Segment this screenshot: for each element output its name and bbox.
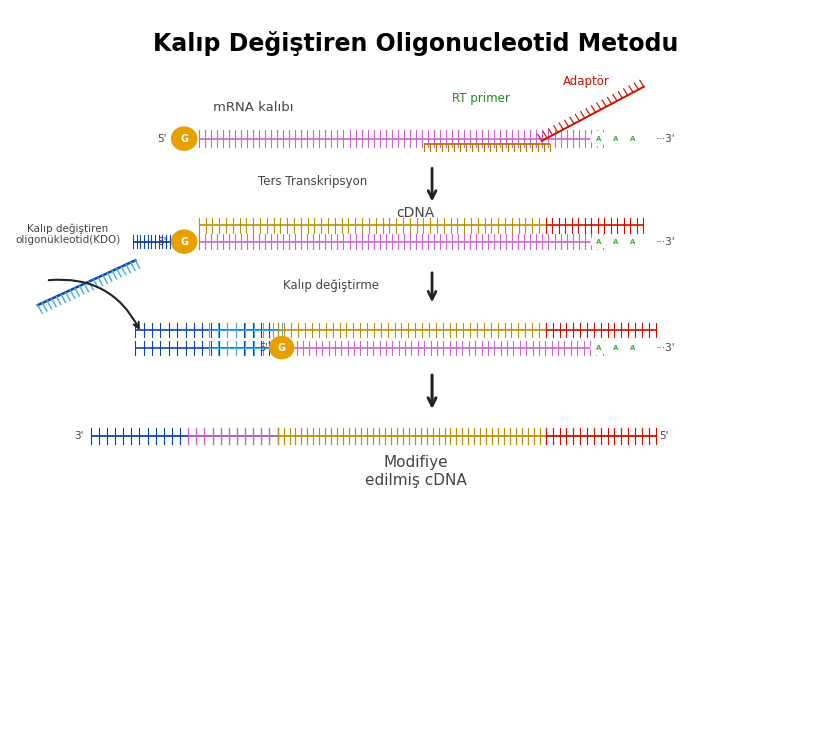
Text: A: A [613, 344, 619, 350]
Circle shape [592, 235, 606, 248]
Text: ···3': ···3' [656, 237, 675, 247]
Text: A: A [630, 238, 636, 244]
Text: A: A [596, 344, 601, 350]
Text: A: A [613, 238, 619, 244]
Text: Ters Transkripsyon: Ters Transkripsyon [257, 175, 367, 189]
Circle shape [608, 341, 624, 354]
Circle shape [625, 132, 640, 145]
Circle shape [172, 230, 196, 253]
Text: mRNA kalıbı: mRNA kalıbı [213, 101, 294, 114]
Text: ···3': ···3' [656, 343, 675, 353]
Text: Modifiye
edilmiş cDNA: Modifiye edilmiş cDNA [365, 456, 467, 488]
Circle shape [625, 235, 640, 248]
Text: 5': 5' [157, 134, 167, 144]
Text: 5': 5' [660, 431, 669, 441]
Circle shape [172, 127, 196, 150]
Circle shape [608, 132, 624, 145]
Text: cDNA: cDNA [397, 205, 435, 220]
Text: A: A [630, 344, 636, 350]
Text: 5': 5' [259, 343, 268, 353]
Text: 3': 3' [74, 431, 84, 441]
Text: RT primer: RT primer [452, 92, 510, 105]
Text: G: G [278, 343, 285, 353]
Circle shape [270, 337, 294, 359]
Text: A: A [596, 135, 601, 141]
Circle shape [625, 341, 640, 354]
Text: 5': 5' [157, 237, 167, 247]
Text: Kalıp Değiştiren Oligonucleotid Metodu: Kalıp Değiştiren Oligonucleotid Metodu [153, 31, 678, 56]
Text: G: G [180, 134, 188, 144]
Text: ···3': ···3' [656, 134, 675, 144]
Circle shape [592, 341, 606, 354]
Text: Kalıp değiştirme: Kalıp değiştirme [283, 279, 380, 292]
Text: A: A [613, 135, 619, 141]
Text: A: A [596, 238, 601, 244]
Circle shape [608, 235, 624, 248]
Text: Kalıp değiştiren
oligonükleotid(KDO): Kalıp değiştiren oligonükleotid(KDO) [16, 223, 120, 245]
Text: G: G [180, 237, 188, 247]
Circle shape [592, 132, 606, 145]
Text: Adaptör: Adaptör [563, 74, 610, 88]
Text: A: A [630, 135, 636, 141]
